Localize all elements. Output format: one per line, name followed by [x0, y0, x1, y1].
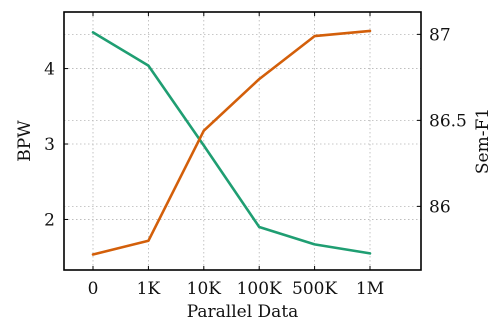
- series-lines: [91, 29, 372, 256]
- y-left-tick-label: 2: [44, 210, 55, 230]
- y-axis-left-label: BPW: [15, 120, 35, 162]
- y-left-tick-label: 4: [44, 60, 55, 80]
- plot-frame: [63, 11, 422, 271]
- y-right-tick-label: 87: [429, 25, 451, 45]
- y-left-tick-label: 3: [44, 135, 55, 155]
- grid-lines: [64, 12, 421, 270]
- x-tick-label: 100K: [237, 279, 282, 299]
- sem-f1-series-line: [91, 29, 372, 256]
- y-axis-right-label: Sem-F1: [473, 108, 493, 174]
- x-tick-label: 0: [88, 279, 99, 299]
- x-tick-label: 1M: [356, 279, 384, 299]
- y-right-tick-label: 86: [429, 197, 451, 217]
- y-right-tick-label: 86.5: [429, 111, 467, 131]
- x-tick-label: 500K: [292, 279, 337, 299]
- bpw-series-line: [91, 31, 372, 255]
- x-tick-label: 1K: [137, 279, 161, 299]
- axis-ticks: 0 1K 10K 100K 500K 1M 2 3 4 86 86.5 87: [44, 12, 467, 299]
- x-axis-label: Parallel Data: [187, 302, 299, 322]
- x-tick-label: 10K: [187, 279, 222, 299]
